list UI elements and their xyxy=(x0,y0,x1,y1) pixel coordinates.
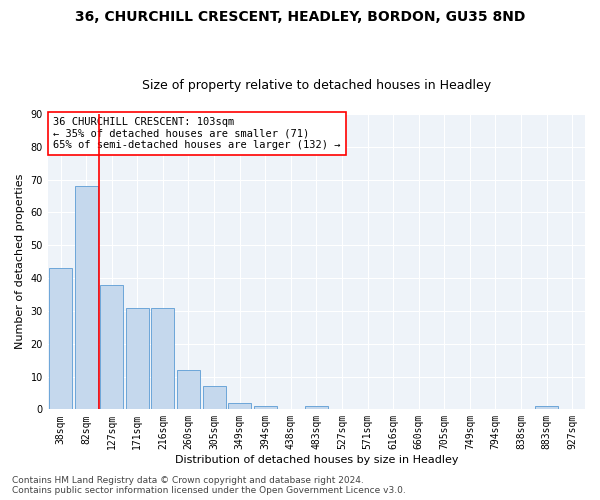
Bar xyxy=(100,284,123,410)
Text: 36 CHURCHILL CRESCENT: 103sqm
← 35% of detached houses are smaller (71)
65% of s: 36 CHURCHILL CRESCENT: 103sqm ← 35% of d… xyxy=(53,117,341,150)
Text: 36, CHURCHILL CRESCENT, HEADLEY, BORDON, GU35 8ND: 36, CHURCHILL CRESCENT, HEADLEY, BORDON,… xyxy=(75,10,525,24)
Y-axis label: Number of detached properties: Number of detached properties xyxy=(15,174,25,350)
X-axis label: Distribution of detached houses by size in Headley: Distribution of detached houses by size … xyxy=(175,455,458,465)
Text: Contains HM Land Registry data © Crown copyright and database right 2024.
Contai: Contains HM Land Registry data © Crown c… xyxy=(12,476,406,495)
Title: Size of property relative to detached houses in Headley: Size of property relative to detached ho… xyxy=(142,79,491,92)
Bar xyxy=(203,386,226,409)
Bar xyxy=(74,186,98,410)
Bar xyxy=(49,268,72,410)
Bar xyxy=(228,403,251,409)
Bar xyxy=(151,308,175,410)
Bar xyxy=(177,370,200,410)
Bar xyxy=(254,406,277,409)
Bar xyxy=(535,406,558,409)
Bar xyxy=(305,406,328,409)
Bar xyxy=(126,308,149,410)
